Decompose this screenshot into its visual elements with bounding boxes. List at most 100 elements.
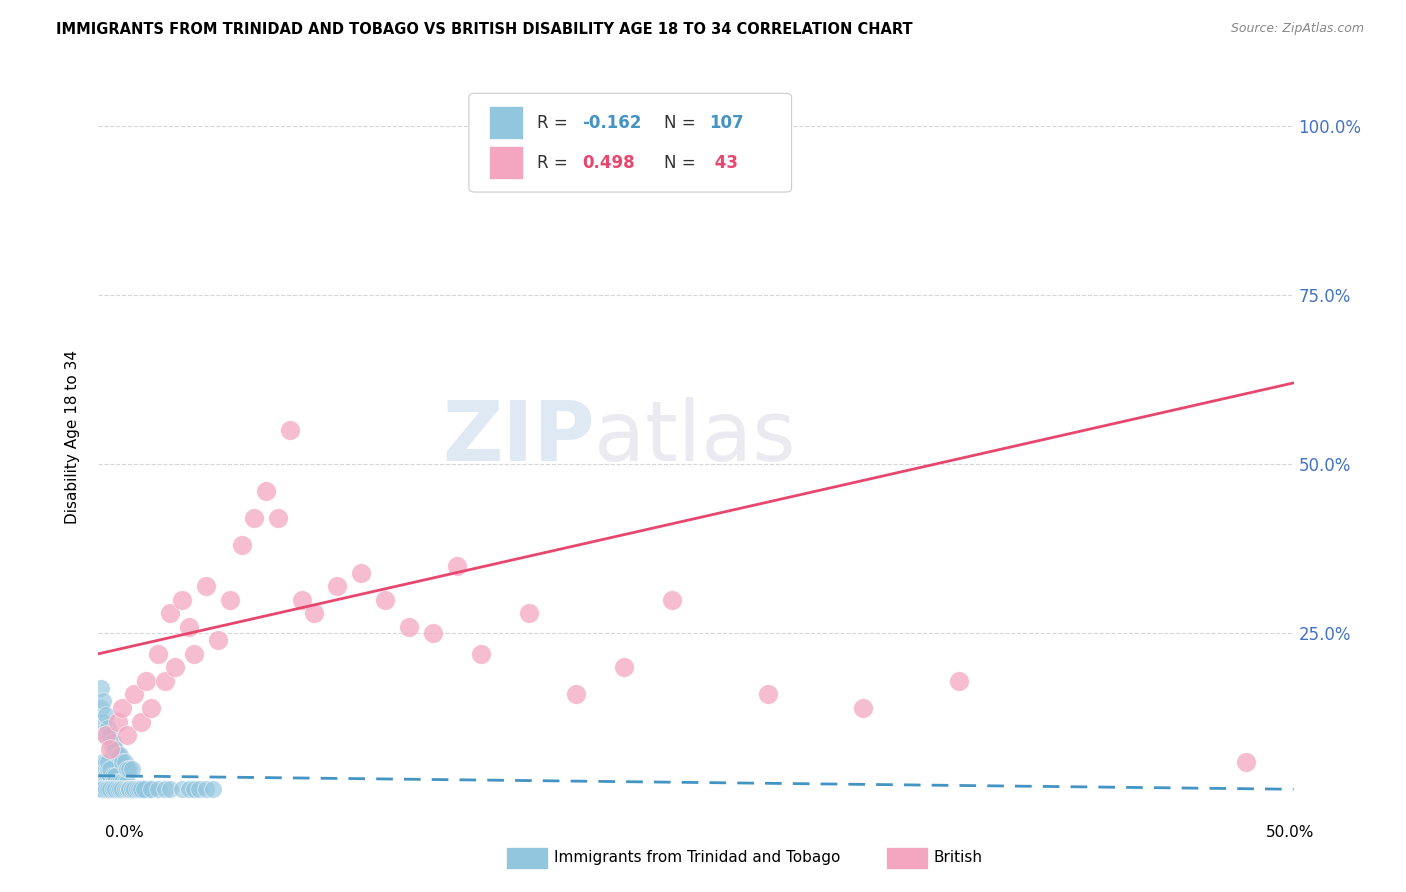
Point xyxy=(94,769,117,783)
Point xyxy=(219,592,242,607)
Point xyxy=(108,782,131,797)
Point xyxy=(852,701,875,715)
Point xyxy=(179,782,201,797)
Point xyxy=(101,775,124,789)
Point xyxy=(131,782,153,797)
Point xyxy=(115,762,138,776)
Point xyxy=(267,511,290,525)
Point xyxy=(121,762,143,776)
Point xyxy=(97,769,120,783)
Point xyxy=(398,620,420,634)
Point xyxy=(114,755,136,769)
Text: 50.0%: 50.0% xyxy=(1267,825,1315,840)
Point xyxy=(94,728,117,742)
Point xyxy=(121,782,143,797)
Point xyxy=(159,606,181,620)
Point xyxy=(302,606,325,620)
Point xyxy=(155,782,177,797)
Point xyxy=(94,775,117,789)
Point xyxy=(125,782,148,797)
Text: 0.498: 0.498 xyxy=(582,153,636,172)
Point xyxy=(107,748,129,763)
Point xyxy=(155,673,177,688)
Point xyxy=(104,769,127,783)
Point xyxy=(111,701,134,715)
Text: 0.0%: 0.0% xyxy=(105,825,145,840)
Point xyxy=(115,728,138,742)
Point xyxy=(148,782,170,797)
Point xyxy=(278,423,301,437)
Point xyxy=(163,660,186,674)
Point xyxy=(94,755,117,769)
Point xyxy=(326,579,349,593)
Point xyxy=(131,782,153,797)
Point xyxy=(97,755,120,769)
Point xyxy=(124,782,146,797)
Text: -0.162: -0.162 xyxy=(582,113,641,131)
Point xyxy=(111,782,134,797)
Point xyxy=(172,592,194,607)
Bar xyxy=(489,106,523,139)
Bar xyxy=(489,146,523,179)
Point xyxy=(118,782,141,797)
Point xyxy=(101,769,124,783)
Point xyxy=(111,775,134,789)
Point xyxy=(98,735,122,749)
Point xyxy=(91,694,114,708)
Point xyxy=(124,688,146,702)
Point xyxy=(111,755,134,769)
Point xyxy=(195,782,218,797)
Point xyxy=(125,782,148,797)
Point xyxy=(948,673,970,688)
Point xyxy=(661,592,683,607)
Text: R =: R = xyxy=(537,153,574,172)
Text: Immigrants from Trinidad and Tobago: Immigrants from Trinidad and Tobago xyxy=(554,850,841,864)
Point xyxy=(107,714,129,729)
FancyBboxPatch shape xyxy=(470,94,792,192)
Point xyxy=(90,775,112,789)
Point xyxy=(94,775,117,789)
Point xyxy=(470,647,492,661)
Point xyxy=(90,701,112,715)
Point xyxy=(108,775,131,789)
Point xyxy=(91,769,114,783)
Point xyxy=(91,714,114,729)
Text: IMMIGRANTS FROM TRINIDAD AND TOBAGO VS BRITISH DISABILITY AGE 18 TO 34 CORRELATI: IMMIGRANTS FROM TRINIDAD AND TOBAGO VS B… xyxy=(56,22,912,37)
Text: British: British xyxy=(934,850,983,864)
Y-axis label: Disability Age 18 to 34: Disability Age 18 to 34 xyxy=(65,350,80,524)
Point xyxy=(132,782,155,797)
Point xyxy=(108,748,131,763)
Point xyxy=(118,762,141,776)
Point xyxy=(91,782,114,797)
Point xyxy=(125,782,148,797)
Point xyxy=(104,775,127,789)
Point xyxy=(374,592,396,607)
Point xyxy=(132,782,155,797)
Text: ZIP: ZIP xyxy=(441,397,595,477)
Point xyxy=(132,782,155,797)
Point xyxy=(107,782,129,797)
Point xyxy=(91,762,114,776)
Point xyxy=(98,782,122,797)
Point xyxy=(98,775,122,789)
Point xyxy=(115,782,138,797)
Point xyxy=(107,775,129,789)
Point xyxy=(90,762,112,776)
Point xyxy=(115,782,138,797)
Point xyxy=(98,728,122,742)
Point xyxy=(97,775,120,789)
Point xyxy=(104,741,127,756)
Text: N =: N = xyxy=(664,113,700,131)
Point xyxy=(291,592,314,607)
Point xyxy=(128,782,150,797)
Point xyxy=(94,782,117,797)
Point xyxy=(91,775,114,789)
Point xyxy=(114,775,136,789)
Text: 43: 43 xyxy=(709,153,738,172)
Point xyxy=(446,558,468,573)
Point xyxy=(101,782,124,797)
Point xyxy=(118,782,141,797)
Point xyxy=(98,762,122,776)
Point xyxy=(118,782,141,797)
Point xyxy=(111,782,134,797)
